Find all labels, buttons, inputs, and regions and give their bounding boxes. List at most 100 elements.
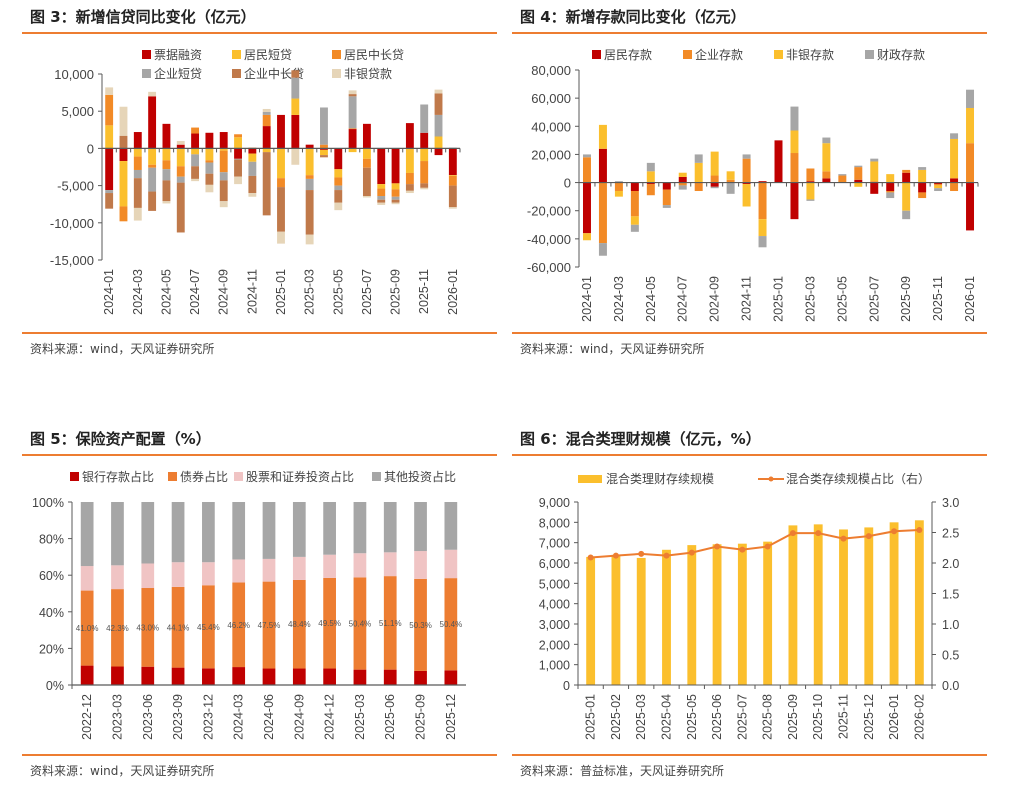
- bar: [889, 522, 899, 685]
- bar-segment: [918, 192, 927, 199]
- bar-segment: [726, 179, 735, 183]
- bar-segment: [80, 665, 94, 685]
- bar-segment: [133, 132, 142, 149]
- y-tick-label: 10,000: [54, 67, 94, 82]
- x-tick-label: 2025-05: [685, 694, 699, 740]
- bar-segment: [348, 90, 357, 95]
- y-tick-label: 0: [563, 679, 570, 693]
- bar-segment: [320, 144, 328, 149]
- bar-segment: [133, 148, 142, 157]
- data-label: 45.4%: [197, 623, 220, 632]
- bar-segment: [448, 207, 457, 209]
- bar-segment: [111, 565, 124, 590]
- y-tick-label: 6,000: [539, 557, 570, 571]
- bar-segment: [742, 182, 751, 184]
- x-tick-label: 2023-09: [171, 694, 185, 740]
- bar-segment: [277, 231, 285, 244]
- bar: [662, 549, 671, 685]
- bar-segment: [377, 184, 386, 189]
- bar-segment: [966, 182, 975, 231]
- data-label: 48.4%: [288, 620, 311, 629]
- x-tick-label: 2024-01: [580, 276, 594, 322]
- bar-segment: [886, 174, 895, 183]
- x-tick-label: 2026-01: [963, 276, 977, 322]
- y-tick-label: 60%: [39, 569, 64, 583]
- data-label: 41.0%: [76, 624, 99, 633]
- bar-segment: [292, 556, 306, 580]
- bar-segment: [176, 176, 185, 183]
- source-note: 资料来源：wind，天风证券研究所: [30, 342, 215, 356]
- bar-segment: [105, 190, 114, 194]
- x-tick-label: 2025-05: [331, 269, 345, 315]
- bar-segment: [334, 202, 343, 211]
- legend-swatch: [232, 69, 241, 78]
- bar-segment: [822, 178, 831, 183]
- bar-segment: [420, 161, 429, 184]
- bar-segment: [353, 669, 367, 685]
- y-tick-label: 5,000: [61, 104, 94, 119]
- y-tick-label: 80%: [39, 533, 64, 547]
- line-point: [764, 543, 771, 550]
- bar-segment: [902, 182, 911, 211]
- bar-segment: [202, 585, 215, 669]
- bar-segment: [918, 167, 927, 170]
- bar-segment: [277, 114, 285, 149]
- legend-label: 混合类存续规模占比（右）: [786, 471, 930, 486]
- bar-segment: [838, 174, 847, 176]
- x-tick-label: 2024-11: [245, 269, 259, 314]
- bar-segment: [448, 148, 457, 176]
- bar-segment: [870, 181, 879, 183]
- bar-segment: [219, 150, 228, 173]
- line-point: [891, 528, 898, 535]
- x-tick-label: 2025-11: [837, 694, 851, 739]
- bar-segment: [148, 148, 157, 165]
- x-tick-label: 2025-06: [710, 694, 724, 740]
- bar-segment: [248, 193, 257, 197]
- bar-segment: [262, 668, 276, 685]
- bar-segment: [119, 106, 128, 136]
- bar-segment: [710, 151, 719, 176]
- bar-segment: [444, 549, 458, 579]
- bar-segment: [148, 167, 157, 192]
- bar-segment: [277, 187, 285, 232]
- bar-segment: [105, 125, 114, 149]
- bar-segment: [232, 667, 246, 685]
- x-tick-label: 2023-12: [201, 694, 215, 740]
- bar-segment: [377, 148, 386, 185]
- bar-segment: [262, 111, 271, 115]
- chart-fig4: 居民存款 企业存款 非银存款 财政存款 80,000 60,000 40,000 20,000…: [527, 47, 979, 322]
- line-point: [789, 530, 796, 537]
- bar-segment: [171, 667, 185, 685]
- bar-segment: [105, 193, 114, 209]
- bar-segment: [202, 562, 215, 586]
- bar-segment: [262, 581, 276, 669]
- bar-segment: [148, 191, 157, 211]
- bar-segment: [232, 582, 246, 668]
- bar-segment: [966, 107, 975, 144]
- x-tick-label: 2025-12: [444, 694, 458, 740]
- bar-segment: [176, 148, 185, 167]
- chart-area: 混合类理财存续规模 混合类存续规模占比（右） 9,000 8,000 7,000 6,00…: [512, 456, 987, 754]
- source-note: 资料来源：普益标准，天风证券研究所: [520, 764, 725, 778]
- bar-segment: [630, 224, 639, 232]
- data-label: 51.1%: [379, 619, 402, 628]
- bar-segment: [162, 123, 171, 149]
- x-tick-label: 2024-07: [676, 276, 690, 322]
- data-label: 49.5%: [318, 619, 341, 628]
- x-tick-label: 2025-01: [772, 276, 786, 322]
- bar-segment: [391, 196, 400, 200]
- y-tick-label: 4,000: [539, 598, 570, 612]
- y-tick-label-right: 1.5: [942, 588, 959, 602]
- line-point: [865, 533, 872, 540]
- bar-segment: [448, 175, 457, 186]
- panel-fig6: 图 6：混合类理财规模（亿元，%） 混合类理财存续规模 混合类存续规模占比（右） 9…: [512, 428, 987, 779]
- bar-segment: [902, 169, 911, 173]
- bar-segment: [141, 563, 155, 589]
- bar-segment: [790, 153, 799, 183]
- chart-title: 图 6：混合类理财规模（亿元，%）: [520, 430, 761, 448]
- bar-segment: [320, 149, 328, 156]
- bar-segment: [934, 183, 943, 186]
- y-tick-label: -15,000: [50, 253, 94, 268]
- x-tick-label: 2025-04: [660, 694, 674, 740]
